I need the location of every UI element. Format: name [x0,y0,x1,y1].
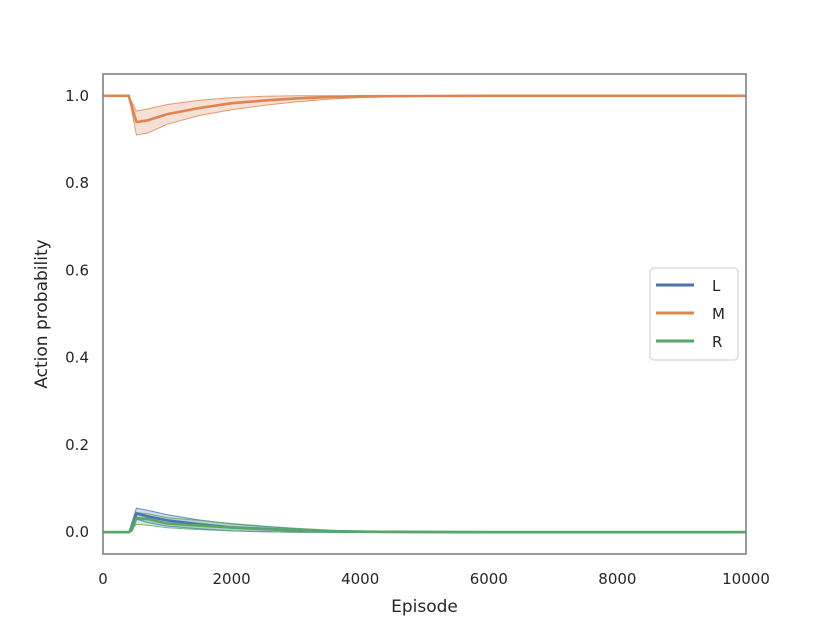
legend-label-R: R [712,333,722,351]
x-tick-label: 2000 [213,570,251,588]
y-tick-label: 0.0 [65,523,89,541]
series-line-R [103,516,746,534]
y-tick-label: 0.2 [65,436,89,454]
legend-label-L: L [712,277,721,295]
x-axis-ticks: 0 2000 4000 6000 8000 10000 [98,570,770,588]
band-R [103,511,746,533]
y-tick-label: 0.4 [65,349,89,367]
y-axis-ticks: 0.0 0.2 0.4 0.6 0.8 1.0 [65,87,89,541]
x-axis-label: Episode [391,597,458,617]
confidence-bands [103,95,746,533]
x-tick-label: 10000 [722,570,770,588]
x-tick-label: 8000 [598,570,636,588]
plot-frame [102,73,747,555]
band-L [103,507,746,533]
series-lines [103,94,746,534]
series-line-M [103,94,746,124]
x-tick-label: 4000 [341,570,379,588]
y-tick-label: 0.8 [65,174,89,192]
y-axis-label: Action probability [32,239,52,388]
band-M [103,95,746,136]
x-tick-label: 6000 [470,570,508,588]
y-tick-label: 0.6 [65,261,89,279]
plot-area [102,73,747,555]
legend: LMR [649,267,739,361]
y-tick-label: 1.0 [65,87,89,105]
legend-label-M: M [712,305,725,323]
x-tick-label: 0 [98,570,108,588]
